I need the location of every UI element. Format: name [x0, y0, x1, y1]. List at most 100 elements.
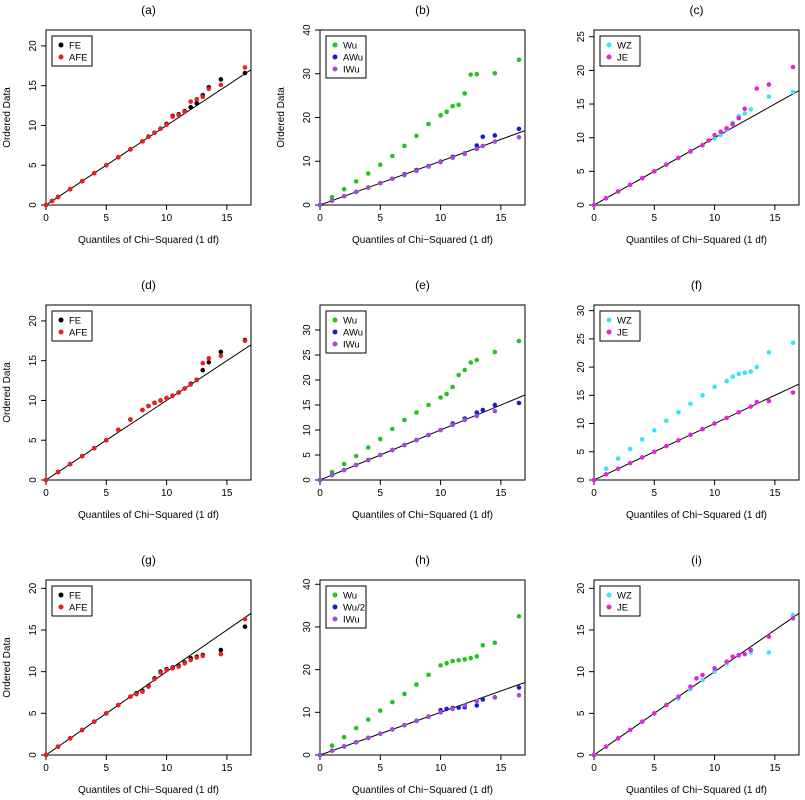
legend-label: IWu	[343, 615, 360, 626]
data-point	[329, 198, 335, 203]
panel-7: (g) 0 5 10 15 0 5 10 15 20 Quantiles of Chi−Square…	[2, 553, 252, 796]
legend-marker	[58, 42, 64, 48]
plot-frame	[593, 579, 800, 756]
data-point	[748, 369, 754, 374]
data-point	[615, 456, 621, 461]
data-point	[377, 180, 383, 186]
legend-label: JE	[617, 603, 628, 614]
x-tick-label: 0	[317, 488, 323, 499]
data-point	[414, 437, 419, 443]
data-point	[688, 432, 693, 438]
data-point	[664, 418, 669, 424]
legend-marker	[332, 329, 338, 335]
data-point	[736, 115, 742, 121]
data-point	[591, 752, 597, 758]
y-axis-label: Ordered Data	[2, 87, 13, 148]
data-point	[43, 477, 49, 483]
series-fe	[43, 337, 248, 483]
data-point	[206, 359, 212, 365]
plot-frame	[45, 579, 252, 756]
data-point	[766, 82, 772, 87]
data-point	[402, 143, 407, 149]
data-point	[516, 57, 522, 63]
legend-box	[599, 585, 641, 617]
data-point	[341, 734, 347, 740]
data-point	[462, 657, 468, 662]
legend-marker	[58, 54, 64, 60]
x-tick-label: 15	[769, 763, 781, 774]
legend-label: AWu	[343, 53, 363, 64]
x-tick-label: 5	[378, 763, 384, 774]
data-point	[390, 426, 395, 432]
data-point	[91, 719, 97, 724]
plot-frame	[593, 304, 800, 481]
data-point	[365, 457, 371, 463]
data-point	[140, 689, 145, 694]
y-tick-label: 0	[28, 202, 39, 208]
data-point	[712, 421, 717, 426]
data-point	[474, 410, 480, 415]
data-point	[516, 613, 522, 619]
panel-title: (a)	[141, 3, 156, 17]
y-tick-label: 0	[576, 752, 587, 758]
y-tick-label: 10	[576, 132, 587, 144]
data-point	[468, 655, 474, 661]
data-point	[140, 139, 145, 144]
data-point	[742, 106, 748, 112]
data-point	[718, 129, 723, 134]
x-tick-label: 5	[104, 488, 110, 499]
data-point	[700, 142, 705, 148]
data-point	[390, 176, 395, 182]
data-point	[664, 162, 669, 167]
x-axis-label: Quantiles of Chi−Squared (1 df)	[626, 235, 767, 246]
series-iwu	[317, 408, 498, 483]
data-point	[450, 155, 455, 161]
data-point	[444, 706, 449, 712]
data-point	[377, 162, 383, 168]
legend-label: FE	[69, 41, 81, 52]
y-tick-label: 30	[302, 68, 313, 80]
y-tick-label: 0	[302, 477, 313, 483]
y-tick-label: 10	[302, 424, 313, 436]
data-point	[474, 654, 480, 659]
data-point	[718, 132, 723, 138]
x-tick-label: 5	[104, 213, 110, 224]
data-point	[43, 202, 49, 208]
data-point	[712, 136, 717, 141]
plot-frame	[319, 579, 526, 756]
data-point	[438, 395, 443, 400]
data-point	[438, 159, 443, 165]
legend-label: FE	[69, 316, 81, 327]
data-point	[688, 148, 693, 154]
data-point	[176, 664, 181, 669]
data-point	[492, 695, 498, 700]
x-tick-label: 15	[495, 763, 507, 774]
x-axis-label: Quantiles of Chi−Squared (1 df)	[352, 510, 493, 521]
legend-label: Wu	[343, 316, 357, 327]
y-tick-label: 25	[302, 349, 313, 361]
data-point	[390, 447, 395, 453]
data-point	[450, 658, 455, 664]
series-iwu	[317, 134, 522, 208]
data-point	[651, 449, 657, 455]
legend-marker	[332, 66, 338, 72]
legend-label: Wu	[343, 591, 357, 602]
data-point	[426, 432, 431, 438]
data-point	[414, 133, 419, 139]
y-tick-label: 10	[28, 394, 39, 406]
x-tick-label: 15	[769, 213, 781, 224]
data-point	[742, 651, 748, 657]
data-point	[450, 103, 455, 109]
y-tick-label: 10	[28, 666, 39, 678]
x-tick-label: 15	[769, 488, 781, 499]
x-tick-label: 5	[652, 488, 658, 499]
data-point	[341, 744, 347, 749]
data-point	[462, 151, 468, 157]
data-point	[188, 99, 194, 104]
data-point	[639, 455, 645, 460]
plot-frame	[319, 304, 526, 481]
data-point	[516, 685, 522, 690]
data-point	[146, 684, 151, 689]
